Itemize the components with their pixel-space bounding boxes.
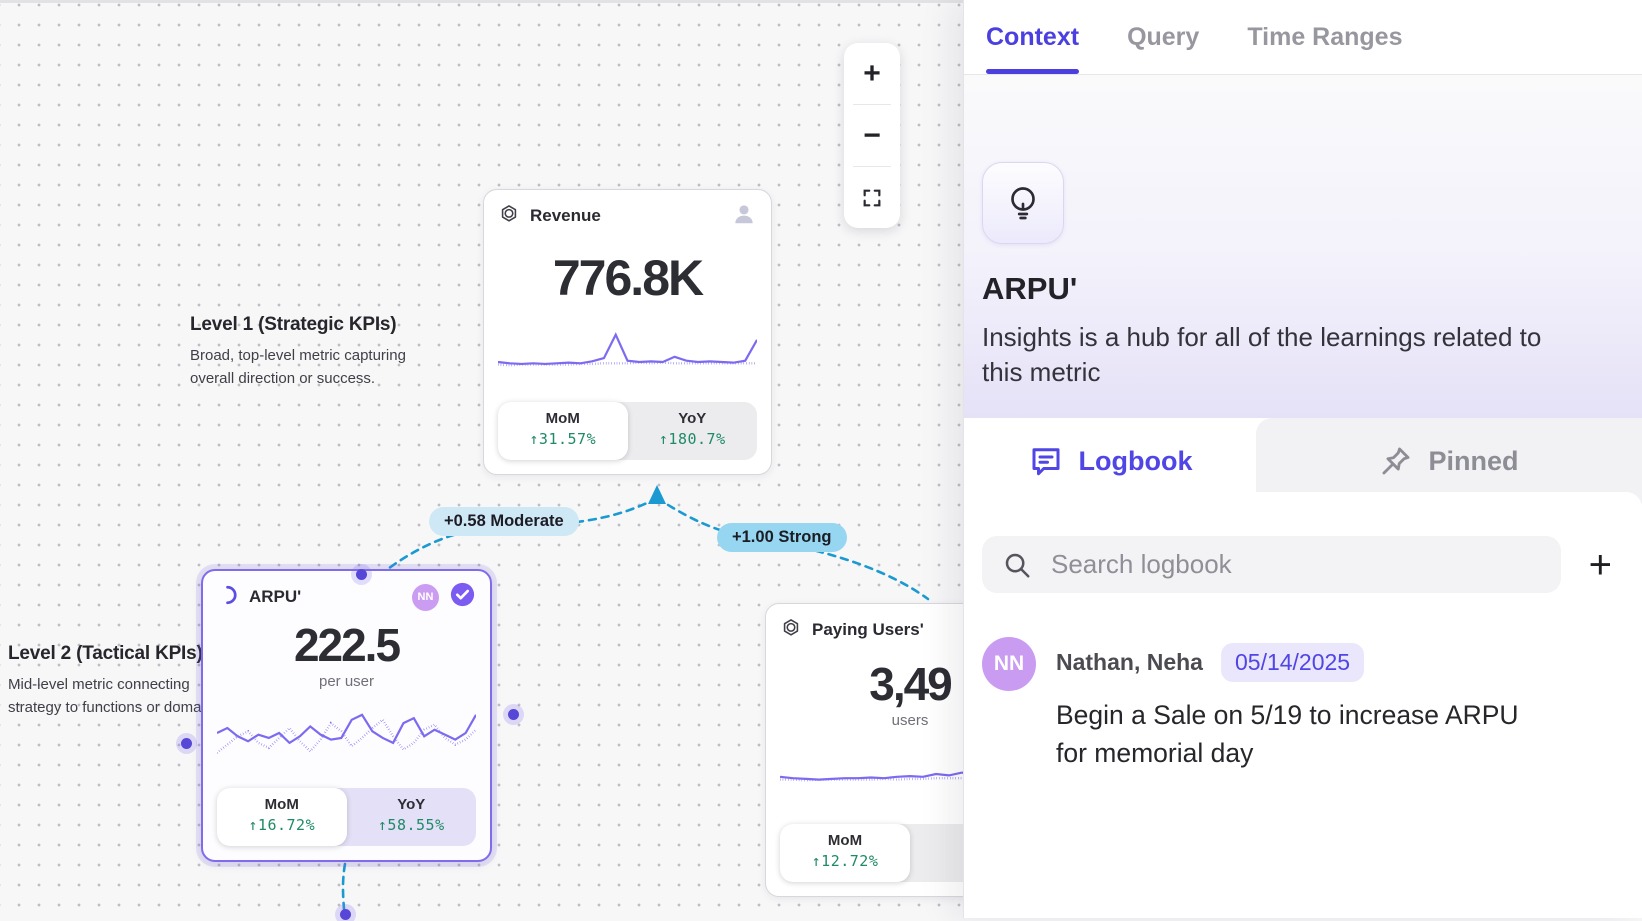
connection-handle[interactable] <box>340 909 351 920</box>
sparkline <box>498 323 757 375</box>
sparkline <box>217 700 476 766</box>
level-1-annotation: Level 1 (Strategic KPIs) Broad, top-leve… <box>190 314 436 390</box>
fullscreen-icon <box>863 189 881 206</box>
tab-context[interactable]: Context <box>986 0 1080 74</box>
entry-text: Begin a Sale on 5/19 to increase ARPU fo… <box>1056 700 1519 769</box>
zoom-out-button[interactable]: − <box>844 105 900 166</box>
fit-view-button[interactable] <box>844 167 900 228</box>
mom-toggle[interactable]: MoM ↑16.72% <box>217 788 347 846</box>
lightbulb-icon <box>1011 187 1035 220</box>
owner-avatar-icon <box>731 201 757 232</box>
add-entry-button[interactable]: + <box>1585 545 1616 585</box>
yoy-toggle[interactable]: YoY ↑180.7% <box>658 410 726 448</box>
divider <box>853 104 891 105</box>
correlation-label-moderate: +0.58 Moderate <box>429 507 579 536</box>
search-input[interactable] <box>1049 548 1541 581</box>
divider <box>853 166 891 167</box>
annotation-description: Mid-level metric connecting strategy to … <box>8 676 225 716</box>
context-panel: Context Query Time Ranges ARPU' Insights… <box>963 0 1642 918</box>
verified-check-icon <box>449 581 476 613</box>
logbook-searchbox[interactable] <box>982 536 1561 593</box>
metric-value: 222.5 <box>293 619 401 671</box>
mom-toggle[interactable]: MoM ↑31.57% <box>498 402 628 460</box>
hexagon-metric-icon <box>780 617 802 644</box>
panel-tabbar: Context Query Time Ranges <box>964 0 1642 75</box>
search-icon <box>1005 553 1030 577</box>
crescent-metric-icon <box>217 584 239 611</box>
annotation-title: Level 1 (Strategic KPIs) <box>190 314 397 335</box>
collaborator-badge: NN <box>412 583 439 611</box>
metric-unit: per user <box>318 673 375 691</box>
tab-pinned[interactable]: Pinned <box>1256 418 1642 504</box>
annotation-description: Broad, top-level metric capturing overal… <box>190 347 406 387</box>
tab-query[interactable]: Query <box>1127 22 1200 51</box>
level-2-annotation: Level 2 (Tactical KPIs) Mid-level metric… <box>8 643 236 719</box>
panel-metric-description: Insights is a hub for all of the learnin… <box>982 322 1542 387</box>
metric-value: 776.8K <box>552 250 704 306</box>
metric-card-revenue[interactable]: Revenue 776.8K MoM ↑31.57% YoY ↑180.7% <box>483 189 772 475</box>
zoom-in-button[interactable]: + <box>844 43 900 104</box>
connection-handle[interactable] <box>181 738 192 749</box>
logbook-tabbar: Logbook Pinned <box>964 418 1642 504</box>
logbook-content: + NN Nathan, Neha 05/14/2025 Begin a Sal… <box>964 492 1642 918</box>
metric-insights-header: ARPU' Insights is a hub for all of the l… <box>964 75 1642 418</box>
correlation-label-strong: +1.00 Strong <box>717 523 847 552</box>
card-title: Paying Users' <box>812 620 924 639</box>
pushpin-icon <box>1383 447 1410 475</box>
connection-handle[interactable] <box>356 569 367 580</box>
metric-value: 3,49 <box>869 658 953 710</box>
metric-card-arpu[interactable]: ARPU' NN 222.5 per user MoM ↑16.72% YoY <box>201 569 492 862</box>
entry-author: Nathan, Neha <box>1056 649 1203 675</box>
tab-time-ranges[interactable]: Time Ranges <box>1247 22 1403 51</box>
annotation-title: Level 2 (Tactical KPIs) <box>8 643 203 664</box>
hexagon-metric-icon <box>498 203 520 230</box>
card-title: Revenue <box>530 206 601 225</box>
yoy-toggle[interactable]: YoY ↑58.55% <box>377 796 445 834</box>
canvas-zoom-toolbar: + − <box>844 43 900 228</box>
entry-date-badge: 05/14/2025 <box>1220 643 1365 682</box>
edge-arpu-down <box>341 862 347 911</box>
panel-metric-title: ARPU' <box>982 271 1078 306</box>
arrowhead-up-icon <box>648 485 666 504</box>
mom-toggle[interactable]: MoM ↑12.72% <box>780 824 910 882</box>
tab-logbook[interactable]: Logbook <box>964 418 1256 504</box>
insight-tile <box>982 162 1064 244</box>
logbook-entry: NN Nathan, Neha 05/14/2025 Begin a Sale … <box>982 637 1616 772</box>
metric-unit: users <box>891 712 929 730</box>
card-title: ARPU' <box>249 587 302 606</box>
avatar: NN <box>982 637 1036 691</box>
connection-handle[interactable] <box>508 709 519 720</box>
logbook-comment-icon <box>1032 448 1059 476</box>
